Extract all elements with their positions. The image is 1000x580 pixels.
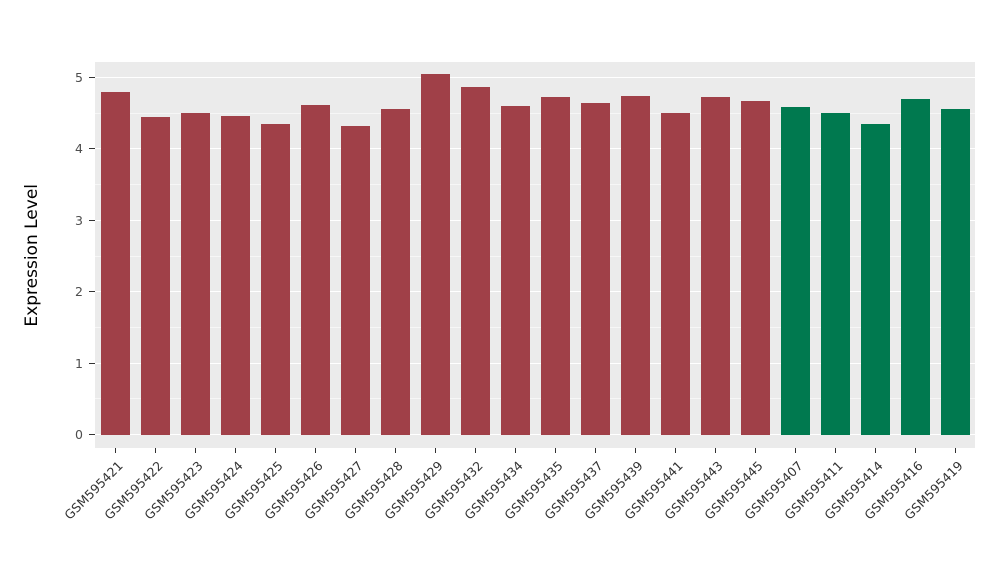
bar-GSM595435 [540,97,570,435]
bar-GSM595424 [220,115,250,435]
y-tick-label-4: 4 [75,141,83,157]
minor-gridline [95,255,975,257]
bar-GSM595416 [900,98,930,435]
major-gridline [95,148,975,150]
bar-GSM595422 [140,117,170,435]
bar-GSM595407 [780,107,810,435]
x-tick-mark [874,448,876,453]
y-tick-label-5: 5 [75,70,83,85]
x-tick-mark [314,448,316,453]
bar-GSM595432 [460,87,490,435]
x-tick-mark [354,448,356,453]
x-tick-mark [594,448,596,453]
bar-GSM595443 [700,97,730,435]
y-tick-mark [89,362,95,364]
y-tick-mark [89,219,95,221]
x-tick-mark [834,448,836,453]
bar-GSM595423 [180,113,210,435]
bar-GSM595441 [660,113,690,435]
minor-gridline [95,398,975,400]
bar-GSM595421 [100,92,130,435]
bar-GSM595445 [740,100,770,435]
bar-GSM595429 [420,73,450,435]
major-gridline [95,434,975,435]
x-tick-mark [474,448,476,453]
bar-GSM595426 [300,105,330,435]
major-gridline [95,291,975,293]
x-tick-mark [514,448,516,453]
x-tick-mark [914,448,916,453]
y-tick-label-0: 0 [75,427,83,442]
x-tick-mark [674,448,676,453]
y-tick-mark [89,77,95,78]
plot-panel [95,62,975,448]
bar-GSM595439 [620,95,650,435]
x-tick-mark [194,448,196,453]
x-tick-mark [274,448,276,453]
x-tick-mark [714,448,716,453]
x-tick-mark [954,448,956,453]
bar-GSM595434 [500,105,530,435]
x-tick-mark [234,448,236,453]
y-tick-mark [89,291,95,293]
minor-gridline [95,184,975,186]
y-tick-mark [89,148,95,150]
x-tick-mark [634,448,636,453]
y-tick-label-1: 1 [75,355,83,371]
bar-GSM595419 [940,108,970,435]
x-tick-mark [794,448,796,453]
major-gridline [95,77,975,78]
x-tick-mark [394,448,396,453]
y-tick-label-2: 2 [75,284,83,300]
x-tick-mark [754,448,756,453]
bar-GSM595437 [580,103,610,435]
major-gridline [95,219,975,221]
x-tick-mark [554,448,556,453]
x-tick-mark [114,448,116,453]
bar-GSM595428 [380,108,410,435]
bar-GSM595427 [340,125,370,435]
major-gridline [95,362,975,364]
minor-gridline [95,326,975,328]
y-axis: 0 1 2 3 4 5 [0,62,95,448]
y-tick-mark [89,434,95,435]
x-tick-mark [434,448,436,453]
bar-GSM595425 [260,123,290,435]
minor-gridline [95,112,975,114]
y-tick-label-3: 3 [75,212,83,228]
bar-GSM595411 [820,113,850,435]
x-axis: GSM595421 GSM595422 GSM595423 GSM595424 GSM5… [61,448,975,578]
x-tick-mark [154,448,156,453]
bar-GSM595414 [860,123,890,435]
